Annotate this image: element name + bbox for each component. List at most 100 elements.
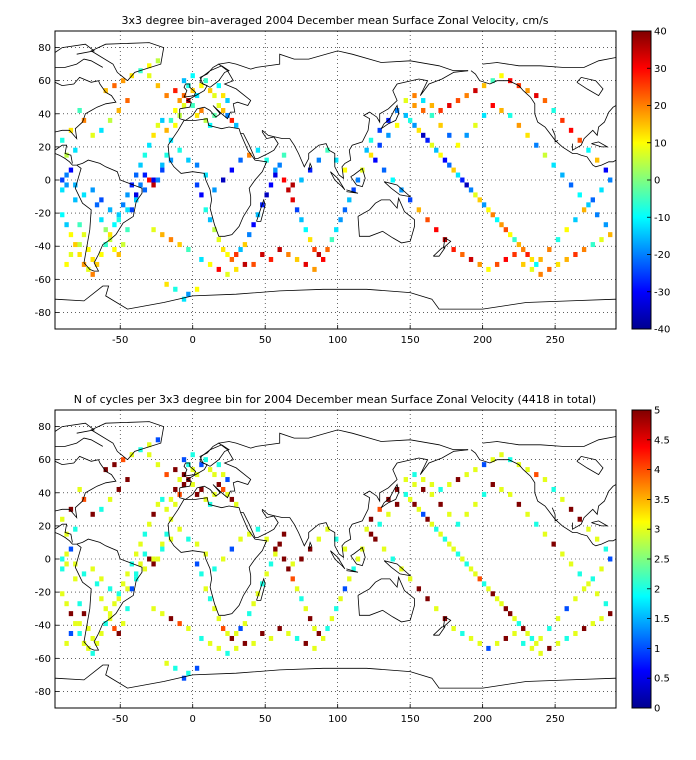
coastline-segment	[330, 550, 346, 570]
data-cell	[260, 631, 265, 636]
data-cell	[168, 496, 174, 502]
data-cell	[194, 162, 200, 168]
data-cell	[412, 122, 417, 128]
data-cell	[194, 491, 200, 497]
data-cell	[220, 93, 226, 99]
data-cell	[142, 187, 148, 193]
coastline-segment	[256, 198, 266, 222]
data-cell	[608, 611, 613, 617]
x-tick-label: 0	[190, 714, 196, 725]
data-cell	[77, 222, 82, 228]
data-cell	[107, 232, 113, 238]
data-cell	[134, 551, 139, 557]
data-cell	[503, 256, 509, 262]
data-cell	[473, 467, 478, 473]
data-cell	[147, 177, 152, 183]
data-cell	[560, 117, 565, 123]
data-cell	[347, 197, 352, 203]
data-cell	[577, 516, 582, 522]
data-cell	[103, 227, 108, 233]
data-cell	[438, 122, 443, 128]
data-cell	[64, 551, 69, 557]
colorbar-tick-label: 4	[654, 465, 660, 476]
data-cell	[81, 261, 87, 267]
data-cell	[603, 167, 609, 173]
data-cell	[508, 491, 513, 497]
data-cell	[60, 212, 65, 218]
data-cell	[186, 247, 191, 253]
data-cell	[355, 556, 361, 562]
data-cell	[242, 261, 248, 267]
data-cell	[181, 296, 187, 302]
colorbar-tick-label: 40	[654, 27, 667, 38]
y-tick-label: 20	[38, 142, 51, 153]
data-cell	[299, 177, 304, 183]
data-cell	[255, 526, 261, 532]
data-cell	[586, 526, 591, 532]
coastline-segment	[482, 57, 616, 68]
data-cell	[160, 167, 165, 173]
data-cell	[73, 242, 78, 248]
x-tick-label: 100	[328, 714, 347, 725]
y-tick-label: -20	[35, 588, 51, 599]
data-cell	[181, 93, 187, 99]
data-cell	[90, 566, 95, 572]
data-cell	[412, 93, 417, 99]
colorbar-tick-label: 0	[654, 704, 660, 715]
coastline-segment	[179, 429, 469, 500]
data-cell	[190, 452, 195, 458]
coastline-segment	[90, 42, 165, 82]
data-cell	[286, 252, 291, 257]
data-cell	[573, 631, 578, 636]
data-cell	[147, 142, 152, 148]
data-cell	[125, 227, 130, 233]
data-cell	[547, 266, 552, 272]
data-cell	[490, 78, 495, 84]
data-cell	[60, 177, 65, 183]
data-cell	[142, 172, 148, 178]
data-cell	[220, 247, 226, 253]
data-cell	[464, 561, 469, 567]
data-cell	[68, 546, 74, 552]
data-cell	[481, 202, 487, 208]
data-cell	[490, 482, 495, 487]
data-cell	[251, 261, 256, 267]
data-cell	[499, 601, 504, 607]
data-cell	[151, 511, 156, 517]
data-cell	[64, 561, 69, 567]
data-cell	[194, 665, 200, 671]
data-cell	[299, 217, 304, 223]
y-tick-label: 60	[38, 76, 51, 87]
coastline-segment	[199, 444, 230, 467]
data-cell	[534, 640, 539, 646]
data-cell	[181, 482, 187, 487]
data-cell	[264, 157, 269, 163]
data-cell	[608, 177, 613, 183]
data-cell	[551, 162, 556, 168]
coastline-segment	[55, 144, 73, 164]
data-cell	[199, 256, 204, 262]
data-cell	[225, 477, 230, 483]
data-cell	[481, 581, 487, 587]
data-cell	[447, 132, 452, 138]
data-cell	[455, 172, 461, 178]
data-cell	[468, 566, 474, 572]
data-cell	[155, 556, 161, 562]
data-cell	[216, 103, 221, 108]
data-cell	[225, 98, 230, 104]
y-tick-labels: -80 -60 -40 -20 0 20 40 60 80	[35, 422, 59, 698]
data-cell	[225, 252, 230, 257]
data-cell	[547, 626, 552, 632]
coastline-segment	[262, 449, 469, 559]
data-cell	[164, 531, 169, 537]
data-cell	[325, 526, 330, 532]
data-cell	[138, 541, 143, 547]
data-cell	[207, 640, 213, 646]
x-tick-label: -50	[112, 335, 128, 346]
data-cell	[555, 640, 561, 646]
data-cell	[573, 217, 578, 223]
data-cell	[434, 227, 439, 233]
data-cell	[155, 177, 161, 183]
data-cell	[199, 635, 204, 641]
data-cell	[251, 640, 256, 646]
